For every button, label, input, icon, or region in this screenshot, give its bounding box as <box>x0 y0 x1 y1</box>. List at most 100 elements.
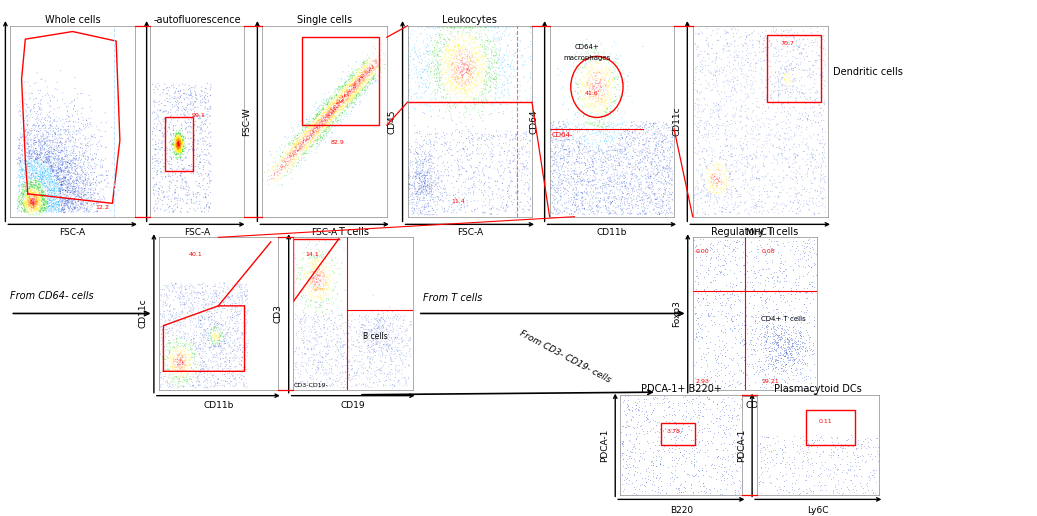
Point <box>12 191 29 199</box>
Point <box>206 330 223 338</box>
Point <box>304 353 320 362</box>
Point <box>409 170 425 178</box>
Point <box>464 35 480 43</box>
Point <box>43 168 59 176</box>
Point <box>346 86 363 94</box>
Point <box>803 134 819 142</box>
Point <box>318 102 335 110</box>
Point <box>727 157 744 165</box>
Point <box>544 153 561 161</box>
Point <box>765 237 782 245</box>
Point <box>43 180 59 188</box>
Point <box>354 70 370 78</box>
Point <box>732 442 749 450</box>
Point <box>64 167 81 175</box>
Point <box>377 377 394 385</box>
Point <box>726 48 742 56</box>
Text: 99.1: 99.1 <box>192 114 205 119</box>
Point <box>732 112 749 120</box>
Point <box>57 186 74 194</box>
Point <box>814 125 831 134</box>
Point <box>30 195 47 203</box>
Point <box>171 137 188 145</box>
Point <box>349 72 366 80</box>
Point <box>31 162 48 170</box>
Point <box>343 382 360 391</box>
Point <box>772 357 788 365</box>
Point <box>148 110 165 118</box>
Point <box>39 187 56 195</box>
Point <box>338 87 355 95</box>
Point <box>46 190 62 198</box>
Point <box>176 374 193 382</box>
Point <box>650 198 667 206</box>
Point <box>173 138 190 147</box>
Point <box>563 160 580 169</box>
Point <box>25 189 41 197</box>
Point <box>762 312 779 320</box>
Point <box>174 359 191 367</box>
Point <box>787 294 804 302</box>
Point <box>581 89 597 97</box>
Point <box>638 467 654 475</box>
Point <box>193 320 209 328</box>
Point <box>171 143 188 151</box>
Point <box>225 314 242 322</box>
Point <box>367 60 384 68</box>
Point <box>601 78 618 87</box>
Point <box>742 203 759 212</box>
Point <box>168 144 185 152</box>
Point <box>632 149 648 157</box>
Point <box>318 290 335 298</box>
Point <box>518 162 535 170</box>
Point <box>169 145 186 153</box>
Point <box>88 208 105 216</box>
Point <box>454 24 471 32</box>
Point <box>581 93 597 101</box>
Point <box>357 75 373 83</box>
Point <box>570 95 587 103</box>
Point <box>607 142 623 150</box>
Point <box>59 198 76 206</box>
Point <box>27 198 44 206</box>
Point <box>152 382 169 390</box>
Point <box>67 160 84 168</box>
Point <box>419 78 436 87</box>
Point <box>308 140 325 148</box>
Point <box>573 198 590 206</box>
Point <box>23 188 39 196</box>
Point <box>366 66 383 74</box>
Point <box>15 205 31 213</box>
Point <box>29 190 46 199</box>
Point <box>19 157 35 166</box>
Point <box>770 336 787 345</box>
Point <box>773 329 789 337</box>
Point <box>149 157 166 166</box>
Point <box>753 489 769 497</box>
Point <box>593 69 610 77</box>
Point <box>613 78 629 87</box>
Point <box>414 24 430 32</box>
Point <box>717 455 733 463</box>
Point <box>288 322 305 331</box>
Point <box>164 155 180 164</box>
Point <box>305 142 321 151</box>
Point <box>287 254 304 263</box>
Point <box>22 185 38 194</box>
Point <box>595 196 612 204</box>
Point <box>199 200 216 208</box>
Point <box>273 153 289 161</box>
Point <box>79 200 95 208</box>
Point <box>428 67 445 75</box>
Point <box>281 152 298 160</box>
Point <box>769 78 786 87</box>
Point <box>415 160 431 169</box>
Point <box>348 68 365 76</box>
Point <box>289 159 306 167</box>
Point <box>367 75 384 83</box>
Point <box>317 111 334 119</box>
Point <box>197 88 214 96</box>
Point <box>74 147 90 155</box>
Point <box>447 68 464 76</box>
Point <box>151 106 168 115</box>
